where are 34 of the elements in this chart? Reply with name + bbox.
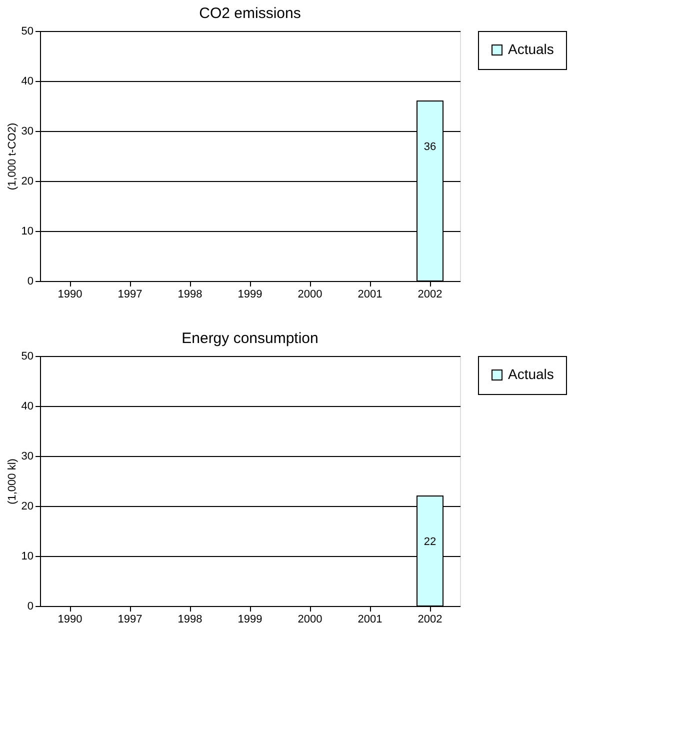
chart-title: Energy consumption: [182, 330, 318, 347]
legend-label: Actuals: [508, 366, 554, 382]
x-tick-label: 2000: [298, 614, 322, 626]
x-tick-label: 1997: [118, 614, 142, 626]
y-tick-label: 40: [21, 76, 34, 88]
x-tick-label: 2002: [418, 288, 442, 300]
x-tick-label: 1999: [238, 614, 262, 626]
x-tick-label: 1990: [58, 288, 82, 300]
y-tick-label: 50: [21, 26, 34, 38]
x-tick-label: 1998: [178, 614, 202, 626]
x-tick-label: 1998: [178, 288, 202, 300]
y-tick-label: 50: [21, 350, 34, 362]
chart-title: CO2 emissions: [199, 5, 301, 22]
y-tick-label: 10: [21, 550, 34, 562]
y-tick-label: 0: [27, 600, 34, 612]
x-tick-label: 1997: [118, 288, 142, 300]
y-axis-title: (1,000 t-CO2): [6, 122, 18, 190]
x-tick-label: 2001: [358, 614, 382, 626]
data-label: 36: [424, 141, 436, 153]
x-tick-label: 1990: [58, 614, 82, 626]
x-tick-label: 2000: [298, 288, 322, 300]
x-tick-label: 2002: [418, 614, 442, 626]
y-tick-label: 10: [21, 226, 34, 238]
y-tick-label: 20: [21, 176, 34, 188]
y-tick-label: 30: [21, 450, 34, 462]
y-tick-label: 20: [21, 500, 34, 512]
y-tick-label: 30: [21, 126, 34, 138]
y-axis-title: (1,000 kl): [6, 458, 18, 504]
y-tick-label: 40: [21, 400, 34, 412]
data-label: 22: [424, 536, 436, 548]
y-tick-label: 0: [27, 276, 34, 288]
legend-label: Actuals: [508, 41, 554, 57]
x-tick-label: 1999: [238, 288, 262, 300]
x-tick-label: 2001: [358, 288, 382, 300]
